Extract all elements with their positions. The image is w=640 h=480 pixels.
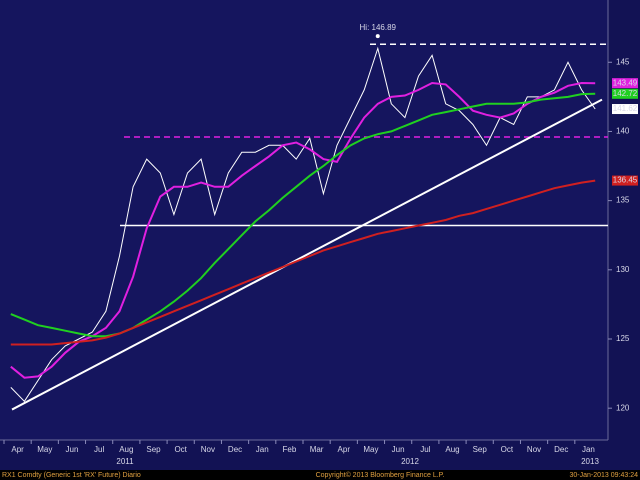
- last-value-label: 141.62: [613, 104, 638, 113]
- x-tick-label: Feb: [283, 445, 297, 454]
- x-tick-label: Dec: [228, 445, 242, 454]
- last-value-box: [612, 175, 638, 186]
- last-value-box: [612, 104, 638, 115]
- x-tick-label: Nov: [201, 445, 215, 454]
- trendline: [11, 98, 603, 411]
- last-value-label: 143.49: [613, 78, 638, 87]
- x-tick-label: Mar: [310, 445, 324, 454]
- last-value-label: 142.72: [613, 89, 638, 98]
- x-tick-label: May: [363, 445, 378, 454]
- last-value-box: [612, 88, 638, 99]
- x-tick-label: Jul: [94, 445, 104, 454]
- x-tick-label: Oct: [174, 445, 187, 454]
- x-tick-label: Apr: [11, 445, 24, 454]
- y-tick-label: 125: [616, 334, 630, 343]
- high-label: Hi: 146.89: [360, 23, 397, 32]
- year-label: 2013: [581, 457, 599, 466]
- moving-average: [10, 179, 596, 346]
- footer-right: 30-Jan-2013 09:43:24: [570, 472, 639, 479]
- y-tick-label: 145: [616, 57, 630, 66]
- x-tick-label: Jan: [256, 445, 269, 454]
- x-tick-label: Aug: [119, 445, 133, 454]
- x-tick-label: Jun: [66, 445, 79, 454]
- year-label: 2011: [116, 457, 134, 466]
- x-tick-label: Jul: [420, 445, 430, 454]
- year-label: 2012: [401, 457, 419, 466]
- plot-area: [0, 0, 608, 440]
- x-tick-label: May: [37, 445, 52, 454]
- y-tick-label: 120: [616, 403, 630, 412]
- x-tick-label: Jun: [392, 445, 405, 454]
- y-tick-label: 130: [616, 265, 630, 274]
- y-tick-label: 140: [616, 127, 630, 136]
- moving-average: [10, 92, 596, 338]
- x-tick-label: Aug: [445, 445, 459, 454]
- moving-average: [10, 81, 596, 379]
- footer-center: Copyright© 2013 Bloomberg Finance L.P.: [316, 471, 445, 479]
- x-tick-label: Jan: [582, 445, 595, 454]
- last-value-label: 136.45: [613, 176, 638, 185]
- x-tick-label: Sep: [146, 445, 161, 454]
- footer-left: RX1 Comdty (Generic 1st 'RX' Future) Dia…: [2, 472, 141, 479]
- x-tick-label: Oct: [501, 445, 514, 454]
- price-line: [10, 46, 596, 403]
- x-tick-label: Nov: [527, 445, 541, 454]
- last-value-box: [612, 78, 638, 89]
- high-marker: [375, 34, 380, 39]
- footer-bar: [0, 470, 640, 480]
- x-tick-label: Sep: [473, 445, 488, 454]
- x-tick-label: Apr: [338, 445, 351, 454]
- x-tick-label: Dec: [554, 445, 568, 454]
- y-tick-label: 135: [616, 196, 630, 205]
